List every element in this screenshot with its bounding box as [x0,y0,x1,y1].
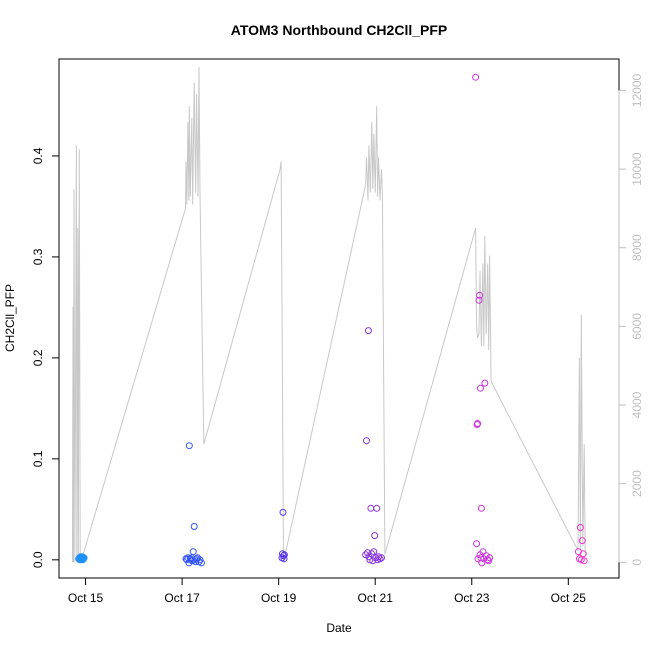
data-point [484,556,492,564]
data-point [371,532,379,540]
x-tick-label: Oct 17 [164,591,200,605]
y-tick-label: 0.2 [31,349,45,366]
data-point [370,548,378,556]
data-point [478,559,486,567]
data-point [476,384,484,392]
right-tick-label: 6000 [630,313,644,340]
data-point [376,555,384,563]
right-tick-label: 10000 [630,152,644,186]
data-point [367,504,375,512]
y-tick-label: 0.1 [31,450,45,467]
data-point [190,523,198,530]
y-axis-label: CH2Cll_PFP [3,284,17,352]
data-point [474,420,482,427]
data-point [580,557,588,565]
plot-frame [58,58,620,579]
right-tick-label: 0 [630,559,644,566]
data-point [368,550,376,558]
x-tick-label: Oct 19 [261,591,297,605]
data-point [188,557,196,565]
data-point [280,552,287,560]
altitude-line-layer [72,66,587,563]
data-point [280,551,288,559]
data-point [576,524,584,531]
data-point [475,296,483,304]
data-point [197,559,205,567]
data-point [189,548,197,556]
data-point [185,442,193,450]
right-tick-label: 8000 [630,234,644,261]
data-point [486,554,494,562]
data-point [476,291,483,299]
points-layer [75,73,588,567]
data-point [481,379,489,387]
y-tick-label: 0.4 [31,147,45,164]
right-y-axis: 0 2000 4000 6000 8000 10000 12000 [618,73,644,566]
data-point [473,540,481,548]
x-axis-label: Date [326,621,352,635]
data-point [363,437,370,445]
x-tick-label: Oct 15 [68,591,104,605]
x-tick-label: Oct 23 [454,591,490,605]
altitude-line [72,66,587,563]
data-point [80,554,88,562]
x-tick-label: Oct 21 [358,591,394,605]
chart-title: ATOM3 Northbound CH2Cll_PFP [231,22,447,38]
data-point [577,556,585,564]
right-tick-label: 12000 [630,73,644,107]
data-point [364,327,372,335]
y-tick-label: 0.3 [31,248,45,265]
y-axis: 0.0 0.1 0.2 0.3 0.4 [31,147,60,568]
data-point [579,550,587,558]
x-axis: Oct 15 Oct 17 Oct 19 Oct 21 Oct 23 Oct 25 [68,577,587,605]
data-point [578,537,586,545]
data-point [280,555,288,563]
data-point [472,73,480,81]
data-point [378,554,385,562]
data-point [477,504,485,512]
data-point [375,553,383,561]
data-point [373,504,381,512]
data-point [279,508,287,516]
right-tick-label: 4000 [630,391,644,418]
x-tick-label: Oct 25 [551,591,587,605]
data-point [485,557,493,565]
y-tick-label: 0.0 [31,551,45,568]
right-tick-label: 2000 [630,470,644,497]
